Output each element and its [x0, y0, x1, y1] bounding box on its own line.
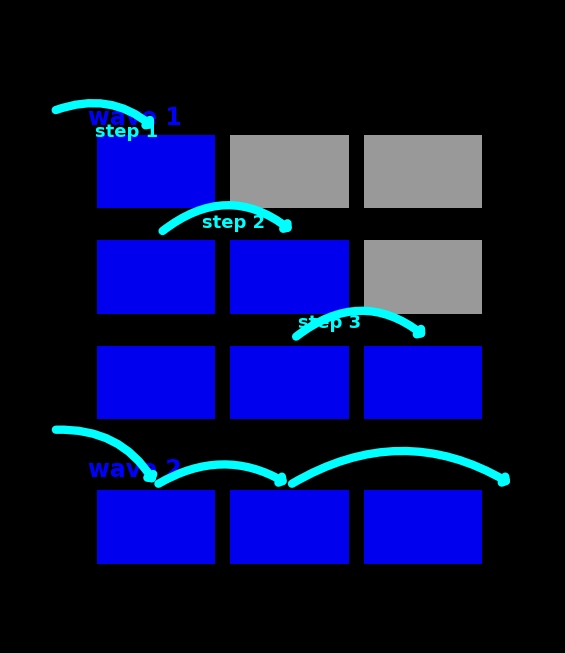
Bar [364, 346, 483, 419]
Bar [231, 490, 349, 564]
Bar [364, 490, 483, 564]
Text: step 3: step 3 [298, 314, 362, 332]
Text: step 2: step 2 [202, 214, 265, 232]
Bar [97, 346, 215, 419]
Bar [231, 240, 349, 313]
Bar [364, 240, 483, 313]
Bar [231, 346, 349, 419]
Bar [97, 135, 215, 208]
Bar [231, 135, 349, 208]
Bar [97, 490, 215, 564]
Text: wave 2: wave 2 [88, 458, 182, 482]
Text: wave 1: wave 1 [88, 106, 182, 130]
Text: step 1: step 1 [95, 123, 158, 141]
Bar [97, 240, 215, 313]
Bar [364, 135, 483, 208]
